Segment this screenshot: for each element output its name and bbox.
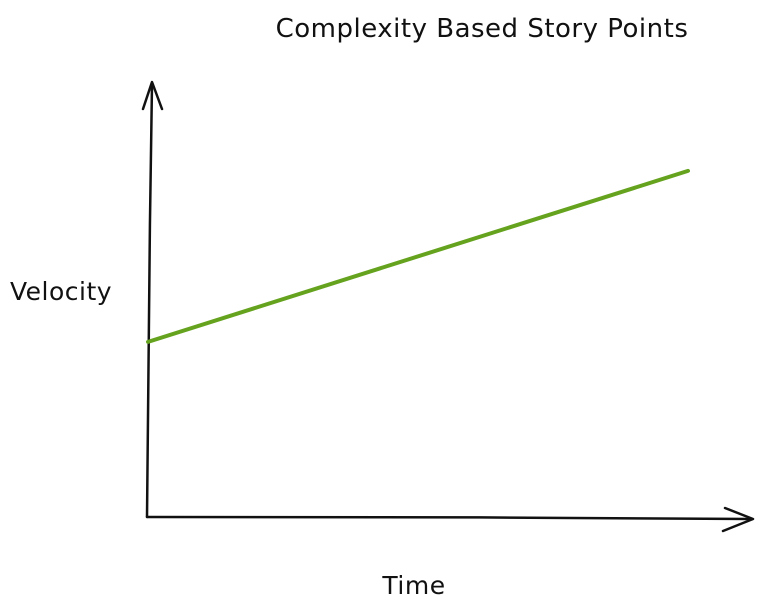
- series-line: [146, 168, 690, 344]
- x-axis-arrowhead: [721, 506, 755, 533]
- x-axis-label: Time: [381, 571, 445, 600]
- chart-title: Complexity Based Story Points: [276, 14, 689, 44]
- y-axis-arrowhead: [141, 80, 164, 111]
- y-axis-line: [145, 82, 154, 519]
- x-axis-line: [145, 515, 754, 521]
- y-axis-label: Velocity: [10, 277, 112, 306]
